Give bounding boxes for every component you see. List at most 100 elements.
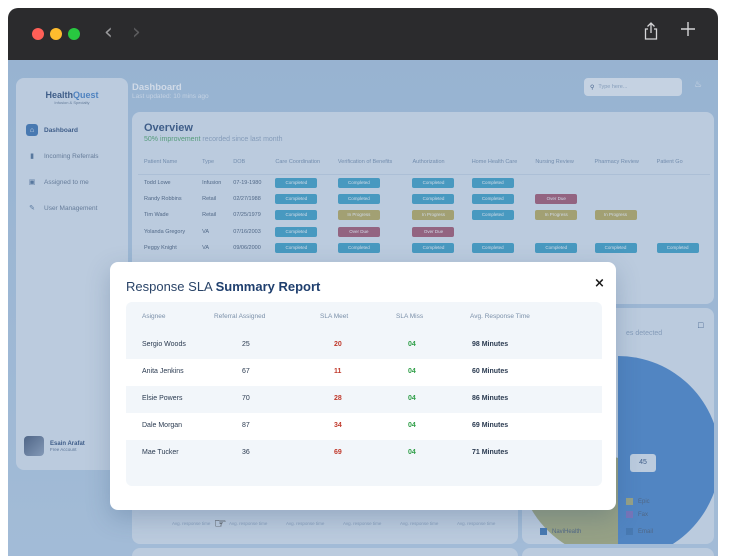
table-row[interactable]: Tim Wade Retail 07/25/1979 Completed In Prog… <box>138 207 710 224</box>
status-badge[interactable]: Completed <box>656 243 699 254</box>
status-badge[interactable]: Completed <box>471 243 514 254</box>
table-row[interactable]: Sergio Woods 25 20 04 98 Minutes <box>126 332 602 359</box>
legend-email: Email <box>626 528 653 535</box>
status-badge[interactable]: In Progress <box>412 210 455 221</box>
status-badge[interactable]: Completed <box>471 177 514 188</box>
table-row[interactable]: Todd Lowe Infusion 07-19-1980 Completed Comp… <box>138 174 710 191</box>
bell-icon[interactable]: ♨ <box>694 79 703 89</box>
sidebar-item-dashboard[interactable]: ⌂ Dashboard <box>24 122 124 138</box>
status-badge[interactable]: In Progress <box>337 210 380 221</box>
minimize-window-button[interactable] <box>50 28 62 40</box>
search-input[interactable]: ⚲ Type here... <box>584 78 682 96</box>
status-badge[interactable]: Completed <box>275 243 318 254</box>
status-badge[interactable]: Completed <box>471 193 514 204</box>
table-cell: 02/27/1988 <box>233 195 261 202</box>
sidebar: HealthQuest Infusion & Specialty ⌂ Dashb… <box>16 78 128 470</box>
sla-table-header: Asignee Referral Assigned SLA Meet SLA M… <box>126 302 602 332</box>
overview-col-6[interactable]: Home Health Care <box>465 150 530 175</box>
table-row[interactable]: Elsie Powers 70 28 04 86 Minutes <box>126 386 602 413</box>
axis-label: Avg. response time <box>343 521 382 526</box>
close-icon[interactable]: × <box>594 276 605 291</box>
status-cell: Completed <box>332 174 407 191</box>
share-icon[interactable] <box>644 22 658 45</box>
avatar <box>24 436 44 456</box>
overview-col-7[interactable]: Nursing Review <box>529 150 589 175</box>
status-cell: Over Due <box>406 224 465 241</box>
sla-cell-assignee: Mae Tucker <box>142 449 179 456</box>
status-cell: Completed <box>589 240 651 257</box>
status-badge[interactable]: Completed <box>337 177 380 188</box>
table-row[interactable]: Anita Jenkins 67 11 04 60 Minutes <box>126 359 602 386</box>
overview-col-1[interactable]: Type <box>196 150 228 175</box>
status-badge[interactable]: Completed <box>275 177 318 188</box>
status-badge[interactable]: Over Due <box>535 193 578 204</box>
sidebar-item-user-management[interactable]: ✎ User Management <box>24 200 124 216</box>
overview-col-4[interactable]: Verification of Benefits <box>331 150 407 175</box>
col-sla-miss: SLA Miss <box>396 313 424 320</box>
user-account-type: Free Account <box>50 446 77 452</box>
wrench-icon: ✎ <box>29 205 35 212</box>
sla-cell-assignee: Dale Morgan <box>142 422 183 429</box>
status-badge[interactable]: Completed <box>412 193 455 204</box>
status-cell: Over Due <box>332 224 407 241</box>
user-profile[interactable]: Esain Arafat Free Account <box>24 436 85 456</box>
table-cell: 07-19-1980 <box>233 179 262 186</box>
status-cell: In Progress <box>332 207 407 224</box>
status-cell: Completed <box>269 191 332 208</box>
sidebar-item-incoming-referrals[interactable]: ▮ Incoming Referrals <box>24 148 124 164</box>
sla-cell-assigned: 70 <box>242 395 250 402</box>
calendar-icon[interactable]: □ <box>698 320 704 330</box>
sla-cell-avg: 71 Minutes <box>472 449 509 456</box>
status-cell: Completed <box>269 240 332 257</box>
table-row[interactable]: Dale Morgan 87 34 04 69 Minutes <box>126 413 602 440</box>
status-badge[interactable]: Over Due <box>412 226 455 237</box>
table-cell: 07/16/2003 <box>233 228 261 235</box>
table-row[interactable]: Yolanda Gregory VA 07/16/2003 Completed Over… <box>138 224 710 241</box>
status-badge[interactable]: Completed <box>412 243 455 254</box>
status-badge[interactable]: Over Due <box>337 226 380 237</box>
search-icon: ⚲ <box>590 84 595 91</box>
axis-label: Avg. response time <box>286 521 325 526</box>
table-row[interactable]: Randy Robbins Retail 02/27/1988 Completed Co… <box>138 191 710 208</box>
sla-cell-assigned: 36 <box>242 449 250 456</box>
patient-table: Patient Name Type DOB Care Coordination Veri… <box>138 150 710 257</box>
table-row[interactable]: Mae Tucker 36 69 04 71 Minutes <box>126 440 602 467</box>
status-cell: Completed <box>406 191 465 208</box>
status-badge[interactable]: In Progress <box>535 210 578 221</box>
sla-cell-avg: 98 Minutes <box>472 341 509 348</box>
page-title: Dashboard <box>132 82 182 93</box>
status-badge[interactable]: Completed <box>337 193 380 204</box>
status-badge[interactable]: Completed <box>337 243 380 254</box>
status-badge[interactable]: Completed <box>275 226 318 237</box>
status-badge[interactable]: In Progress <box>594 210 637 221</box>
legend-fax: Fax <box>626 511 648 518</box>
overview-col-5[interactable]: Authorization <box>406 150 466 175</box>
status-badge[interactable]: Completed <box>275 193 318 204</box>
status-badge[interactable]: Completed <box>594 243 637 254</box>
overview-col-9[interactable]: Patient Go <box>650 150 710 175</box>
chevron-left-icon[interactable]: ‹ <box>104 20 113 45</box>
status-badge[interactable]: Completed <box>471 210 514 221</box>
sidebar-item-label: Assigned to me <box>44 178 89 186</box>
overview-col-0[interactable]: Patient Name <box>138 150 197 175</box>
app-logo: HealthQuest Infusion & Specialty <box>45 90 99 105</box>
status-cell: Completed <box>332 240 407 257</box>
sidebar-item-label: Incoming Referrals <box>44 152 99 160</box>
plus-icon[interactable] <box>680 21 696 42</box>
overview-col-2[interactable]: DOB <box>227 150 270 175</box>
maximize-window-button[interactable] <box>68 28 80 40</box>
status-badge[interactable]: Completed <box>275 210 318 221</box>
status-badge[interactable]: Completed <box>535 243 578 254</box>
sidebar-item-assigned[interactable]: ▣ Assigned to me <box>24 174 124 190</box>
status-badge[interactable]: Completed <box>412 177 455 188</box>
hand-cursor-icon: ☞ <box>214 516 227 532</box>
table-cell: Tim Wade <box>144 212 169 219</box>
table-row[interactable]: Peggy Knight VA 09/06/2000 Completed Complet… <box>138 240 710 257</box>
sidebar-item-label: User Management <box>44 204 98 212</box>
overview-col-3[interactable]: Care Coordination <box>269 150 332 175</box>
close-window-button[interactable] <box>32 28 44 40</box>
chevron-right-icon[interactable]: › <box>132 20 141 45</box>
sla-cell-meet: 11 <box>334 368 342 375</box>
overview-col-8[interactable]: Pharmacy Review <box>588 150 651 175</box>
status-cell: Completed <box>466 240 530 257</box>
